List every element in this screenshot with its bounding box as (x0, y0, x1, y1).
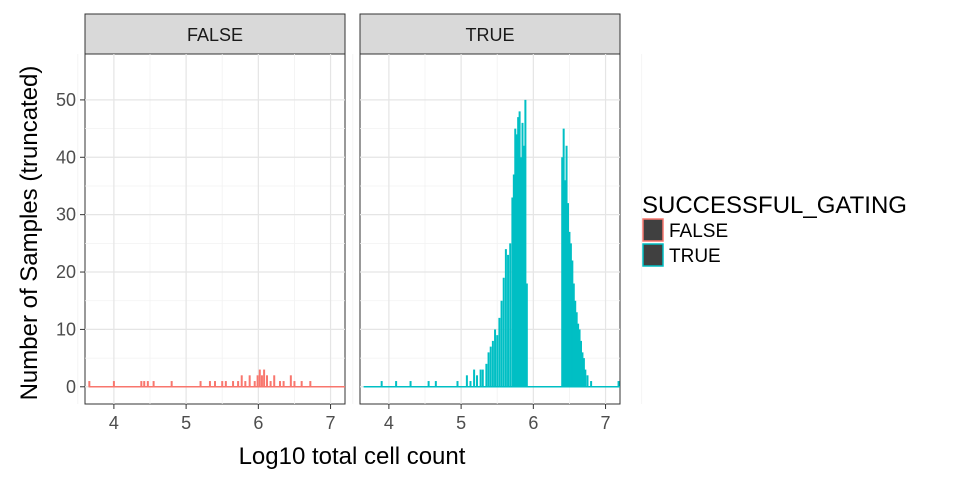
legend-key-true (642, 243, 664, 267)
x-tick-label: 6 (253, 413, 263, 433)
y-tick-label: 10 (56, 319, 76, 339)
facet-strip-label-true: TRUE (466, 25, 515, 45)
x-tick-label: 4 (384, 413, 394, 433)
y-tick-label: 30 (56, 205, 76, 225)
legend-key-false (642, 218, 664, 242)
x-axis-false: 4 5 6 7 (109, 404, 336, 433)
x-tick-label: 4 (109, 413, 119, 433)
legend-label-true: TRUE (669, 246, 721, 267)
y-tick-label: 50 (56, 90, 76, 110)
x-tick-label: 5 (181, 413, 191, 433)
y-tick-label: 40 (56, 147, 76, 167)
facet-panel-true: TRUE (352, 13, 643, 405)
legend: SUCCESSFUL_GATING FALSE TRUE (642, 192, 907, 267)
legend-title: SUCCESSFUL_GATING (642, 192, 907, 219)
facet-strip-false (84, 13, 346, 55)
legend-label-false: FALSE (669, 221, 728, 242)
x-tick-label: 7 (326, 413, 336, 433)
y-tick-label: 0 (66, 377, 76, 397)
facet-strip-true (359, 13, 621, 55)
facet-strip-label-false: FALSE (187, 25, 243, 45)
x-tick-label: 7 (601, 413, 611, 433)
facet-plot-area-false (84, 53, 346, 405)
x-tick-label: 5 (456, 413, 466, 433)
x-axis-true: 4 5 6 7 (384, 404, 611, 433)
y-tick-label: 20 (56, 262, 76, 282)
y-axis-title: Number of Samples (truncated) (16, 66, 43, 401)
x-tick-label: 6 (528, 413, 538, 433)
histogram-series-true (363, 99, 620, 388)
x-axis-title: Log10 total cell count (239, 443, 466, 470)
facet-panel-false: FALSE (77, 13, 368, 405)
histogram-series-false (88, 369, 345, 388)
y-axis: 0 10 20 30 40 50 (56, 90, 85, 397)
